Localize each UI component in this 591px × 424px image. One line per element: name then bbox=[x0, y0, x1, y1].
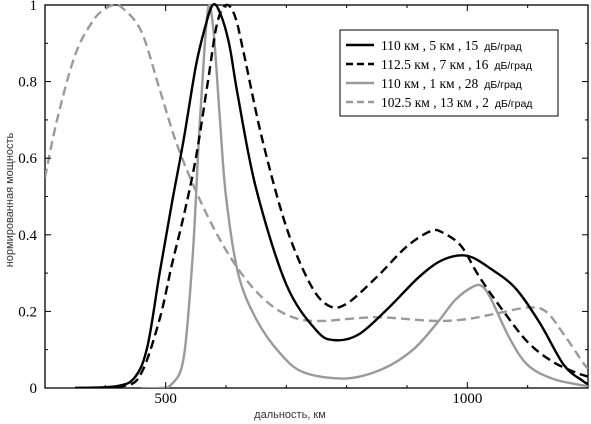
legend-label-2: 112.5 км , 7 км , 16 дБ/град bbox=[381, 57, 532, 72]
legend-label-unit: дБ/град bbox=[484, 79, 522, 91]
legend-label-main: 110 км , 5 км , 15 bbox=[381, 38, 478, 53]
series-line-3 bbox=[141, 3, 588, 388]
y-tick-label: 0.6 bbox=[18, 151, 37, 167]
legend-label-main: 102.5 км , 13 км , 2 bbox=[381, 95, 489, 110]
x-tick-label: 1000 bbox=[452, 391, 482, 407]
legend-box bbox=[339, 29, 559, 117]
x-axis-label: дальность, км bbox=[254, 409, 326, 421]
y-tick-label: 0 bbox=[30, 381, 38, 397]
series-line-2 bbox=[75, 3, 588, 388]
ticks-group: 500 1000 0 0.2 0.4 0.6 0.8 1 bbox=[18, 0, 588, 407]
legend-label-4: 102.5 км , 13 км , 2 дБ/град bbox=[381, 95, 532, 110]
legend-label-3: 110 км , 1 км , 28 дБ/град bbox=[381, 76, 522, 91]
series-line-4 bbox=[45, 3, 588, 370]
y-tick-label: 1 bbox=[30, 0, 38, 14]
series-line-1 bbox=[75, 3, 588, 388]
legend-label-1: 110 км , 5 км , 15 дБ/град bbox=[381, 38, 522, 53]
y-axis-label: нормированная мощность bbox=[4, 132, 16, 267]
legend-label-main: 110 км , 1 км , 28 bbox=[381, 76, 478, 91]
y-tick-label: 0.2 bbox=[18, 304, 37, 320]
series-group bbox=[45, 3, 588, 388]
legend-label-unit: дБ/град bbox=[495, 98, 533, 110]
y-tick-label: 0.4 bbox=[18, 228, 37, 244]
legend-label-unit: дБ/град bbox=[494, 60, 532, 72]
x-tick-label: 500 bbox=[154, 391, 177, 407]
legend-label-unit: дБ/град bbox=[484, 41, 522, 53]
y-tick-label: 0.8 bbox=[18, 75, 37, 91]
legend-label-main: 112.5 км , 7 км , 16 bbox=[381, 57, 489, 72]
